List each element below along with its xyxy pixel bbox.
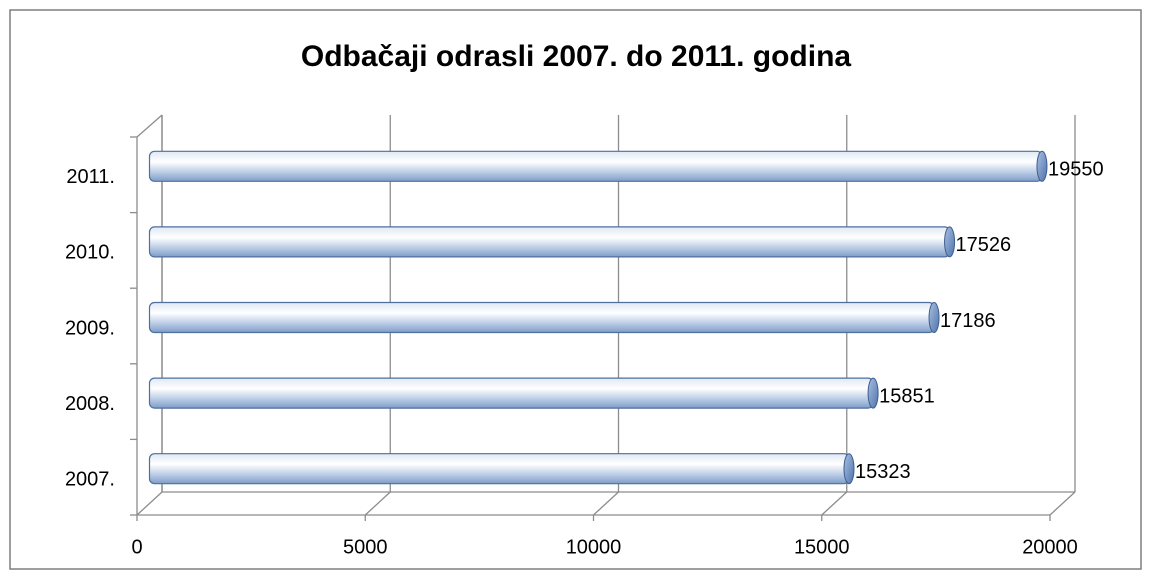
x-tick-label: 0 [131, 536, 142, 558]
bar-cap [843, 453, 855, 485]
y-tick-label: 2011. [66, 166, 115, 188]
axis-line [136, 114, 163, 138]
x-tick-label: 15000 [794, 536, 850, 558]
data-label: 17186 [940, 310, 996, 332]
bar [148, 453, 850, 485]
grid-line [364, 491, 391, 516]
x-tick-label: 5000 [343, 536, 388, 558]
chart-frame [9, 9, 1142, 570]
chart-title: Odbačaji odrasli 2007. do 2011. godina [301, 40, 852, 73]
y-tick-label: 2007. [65, 468, 115, 490]
bar-cap [944, 226, 956, 258]
bar [148, 301, 935, 334]
bar [148, 150, 1043, 182]
data-label: 17526 [956, 234, 1012, 256]
y-tick-label: 2009. [65, 317, 115, 339]
grid-line [1049, 491, 1076, 516]
bar-cap [867, 377, 879, 409]
bar [148, 226, 951, 258]
y-tick-label: 2008. [65, 393, 115, 415]
data-label: 15323 [855, 461, 911, 483]
data-label: 15851 [879, 385, 935, 407]
bar-cap [1036, 150, 1048, 182]
data-label: 19550 [1048, 159, 1104, 181]
x-tick-label: 20000 [1022, 536, 1078, 558]
y-tick-label: 2010. [65, 242, 115, 264]
grid-line [821, 491, 848, 516]
grid-line [136, 491, 163, 516]
x-tick-label: 10000 [566, 536, 622, 558]
bar [148, 377, 874, 409]
bar-cap [928, 302, 940, 333]
grid-line [593, 491, 619, 516]
